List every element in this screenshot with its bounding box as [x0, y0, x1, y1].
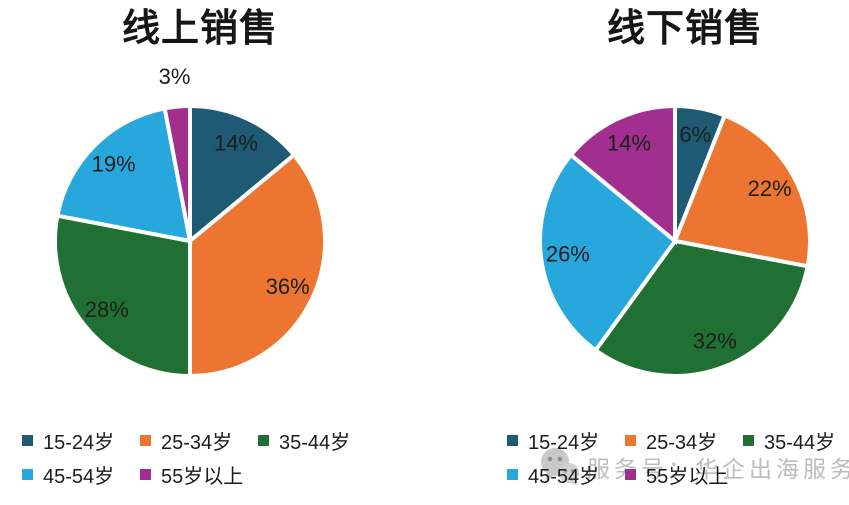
pie-slice — [568, 103, 677, 246]
legend-label: 55岁以上 — [161, 465, 244, 488]
legend-swatch — [140, 434, 151, 446]
slice-label: 36% — [266, 274, 310, 299]
pie-slice — [55, 106, 193, 244]
legend-label: 15-24岁 — [528, 431, 600, 454]
legend-item: 25-34岁 — [140, 423, 258, 457]
legend-item: 45-54岁 — [507, 457, 625, 491]
legend-label: 25-34岁 — [161, 431, 233, 454]
pie-chart-online-sales: 14% 36% 28% 19% 3% — [53, 64, 327, 379]
legend-swatch — [507, 468, 518, 480]
legend-label: 35-44岁 — [279, 431, 351, 454]
slice-label: 28% — [85, 297, 129, 322]
legend-label: 55岁以上 — [646, 465, 729, 488]
slice-label: 14% — [607, 130, 651, 155]
legend-item: 55岁以上 — [140, 457, 258, 491]
legend-swatch — [743, 434, 754, 446]
chart-title-online-sales: 线上销售 — [121, 8, 278, 50]
legend-label: 35-44岁 — [764, 431, 836, 454]
legend-item: 25-34岁 — [625, 423, 743, 457]
legend-swatch — [507, 434, 518, 446]
legend-item: 55岁以上 — [625, 457, 743, 491]
pie-slice — [538, 152, 678, 354]
legend-label: 45-54岁 — [43, 465, 115, 488]
legend-label: 15-24岁 — [43, 431, 115, 454]
legend-swatch — [22, 468, 33, 480]
pie-slice — [188, 152, 327, 379]
chart-title-offline-sales: 线下销售 — [606, 8, 763, 50]
wechat-logo-icon — [541, 448, 579, 486]
pie-slice — [592, 238, 810, 378]
slice-label: 26% — [546, 242, 590, 267]
legend-label: 25-34岁 — [646, 431, 718, 454]
legend-swatch — [22, 434, 33, 446]
legend-item: 35-44岁 — [743, 423, 849, 457]
legend-item: 15-24岁 — [507, 423, 625, 457]
pie-slice — [53, 213, 192, 379]
legend-swatch — [140, 468, 151, 480]
pie-slice — [162, 103, 192, 242]
slice-label: 19% — [92, 152, 136, 177]
legend-swatch — [625, 434, 636, 446]
legend-item: 45-54岁 — [22, 457, 140, 491]
legend-online-sales: 15-24岁 25-34岁 35-44岁 45-54岁 55岁以上 — [22, 423, 387, 491]
slice-label: 32% — [693, 328, 737, 353]
legend-item: 35-44岁 — [258, 423, 376, 457]
pie-slice — [188, 103, 297, 246]
legend-offline-sales: 15-24岁 25-34岁 35-44岁 45-54岁 55岁以上 — [507, 423, 849, 491]
slice-label: 14% — [214, 130, 258, 155]
pie-slice — [672, 112, 812, 269]
legend-swatch — [625, 468, 636, 480]
legend-swatch — [258, 434, 269, 446]
legend-label: 45-54岁 — [528, 465, 600, 488]
slice-label: 22% — [748, 176, 792, 201]
legend-item: 15-24岁 — [22, 423, 140, 457]
pie-chart-offline-sales: 6% 22% 32% 26% 14% — [538, 103, 812, 378]
slice-label: 3% — [159, 64, 191, 89]
slice-label: 6% — [679, 122, 711, 147]
